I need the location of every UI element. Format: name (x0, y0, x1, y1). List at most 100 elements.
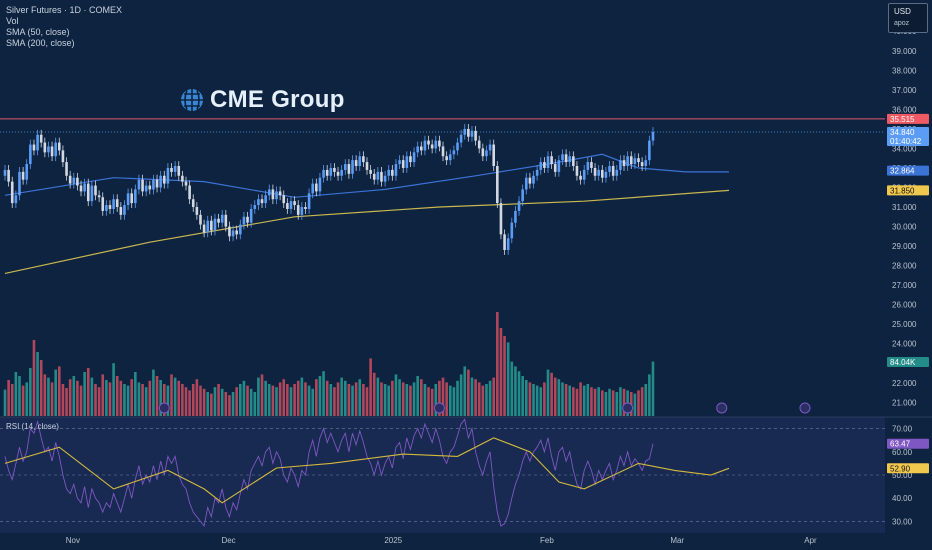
candle[interactable] (644, 160, 648, 167)
candle[interactable] (242, 216, 246, 225)
candle[interactable] (191, 199, 195, 208)
candle[interactable] (423, 140, 427, 151)
candle[interactable] (318, 177, 322, 192)
candle[interactable] (246, 216, 249, 223)
volume-bar[interactable] (108, 382, 112, 416)
volume-bar[interactable] (275, 387, 278, 416)
volume-bar[interactable] (206, 392, 210, 416)
candle[interactable] (398, 160, 401, 165)
candle[interactable] (7, 169, 10, 182)
volume-bar[interactable] (159, 380, 162, 416)
candle[interactable] (470, 130, 474, 137)
candle[interactable] (459, 134, 463, 143)
candle[interactable] (108, 205, 112, 209)
candle[interactable] (553, 164, 557, 172)
candle[interactable] (94, 185, 97, 196)
candle[interactable] (25, 164, 29, 180)
volume-bar[interactable] (434, 384, 438, 416)
volume-bar[interactable] (304, 382, 307, 416)
candle[interactable] (532, 175, 535, 184)
candle[interactable] (260, 199, 264, 204)
volume-bar[interactable] (188, 390, 191, 416)
volume-bar[interactable] (10, 384, 14, 416)
candle[interactable] (550, 156, 553, 165)
volume-bar[interactable] (561, 382, 564, 416)
volume-bar[interactable] (391, 380, 394, 416)
candle[interactable] (564, 154, 568, 163)
volume-bar[interactable] (315, 379, 318, 416)
volume-bar[interactable] (535, 385, 539, 416)
candle[interactable] (481, 148, 485, 157)
candle[interactable] (148, 185, 152, 190)
candle[interactable] (535, 169, 539, 176)
candle[interactable] (568, 156, 572, 163)
symbol-title[interactable]: Silver Futures · 1D · COMEX (6, 5, 123, 15)
candle[interactable] (311, 183, 314, 194)
candle[interactable] (68, 175, 72, 184)
volume-bar[interactable] (521, 376, 524, 416)
candle[interactable] (438, 140, 441, 147)
candle[interactable] (177, 166, 181, 176)
candle[interactable] (452, 150, 456, 155)
volume-bar[interactable] (213, 387, 217, 416)
volume-bar[interactable] (427, 387, 430, 416)
candle[interactable] (137, 179, 141, 190)
candle[interactable] (420, 146, 423, 151)
volume-bar[interactable] (412, 382, 416, 416)
volume-bar[interactable] (467, 369, 470, 416)
candle[interactable] (593, 167, 597, 176)
candle[interactable] (134, 189, 137, 204)
candle[interactable] (112, 199, 115, 209)
candle[interactable] (210, 220, 213, 231)
candle[interactable] (333, 167, 336, 172)
candle[interactable] (601, 169, 604, 178)
candle[interactable] (130, 193, 133, 204)
volume-bar[interactable] (336, 382, 340, 416)
volume-bar[interactable] (343, 380, 347, 416)
volume-bar[interactable] (144, 387, 148, 416)
candle[interactable] (456, 142, 459, 151)
candle[interactable] (394, 164, 398, 176)
candle[interactable] (166, 167, 170, 184)
volume-bar[interactable] (376, 377, 380, 416)
volume-bar[interactable] (593, 388, 597, 416)
volume-bar[interactable] (572, 387, 575, 416)
volume-bar[interactable] (448, 385, 452, 416)
volume-bar[interactable] (405, 384, 409, 416)
candle[interactable] (463, 128, 467, 135)
volume-bar[interactable] (264, 380, 267, 416)
candle[interactable] (300, 207, 304, 215)
volume-bar[interactable] (25, 382, 29, 416)
candle[interactable] (557, 160, 561, 172)
candle[interactable] (72, 177, 76, 184)
volume-bar[interactable] (423, 384, 427, 416)
event-marker-icon[interactable] (622, 402, 634, 414)
volume-bar[interactable] (47, 377, 50, 416)
volume-bar[interactable] (611, 390, 615, 416)
candle[interactable] (629, 156, 633, 165)
volume-bar[interactable] (463, 366, 467, 416)
volume-bar[interactable] (354, 382, 358, 416)
volume-bar[interactable] (86, 368, 90, 416)
candle[interactable] (626, 156, 629, 167)
volume-bar[interactable] (65, 388, 68, 416)
volume-bar[interactable] (152, 369, 155, 416)
volume-bar[interactable] (220, 388, 224, 416)
candle[interactable] (362, 156, 365, 163)
volume-bar[interactable] (271, 385, 275, 416)
candle[interactable] (543, 162, 546, 168)
volume-bar[interactable] (409, 385, 412, 416)
volume-bar[interactable] (36, 352, 39, 416)
volume-bar[interactable] (398, 379, 401, 416)
volume-bar[interactable] (224, 392, 228, 416)
volume-bar[interactable] (97, 387, 101, 416)
candle[interactable] (510, 222, 514, 239)
candle[interactable] (90, 185, 94, 202)
volume-bar[interactable] (260, 374, 264, 416)
candle[interactable] (217, 218, 220, 223)
candle[interactable] (181, 175, 184, 182)
candle[interactable] (275, 191, 278, 200)
candle[interactable] (228, 226, 231, 237)
volume-bar[interactable] (32, 340, 36, 416)
